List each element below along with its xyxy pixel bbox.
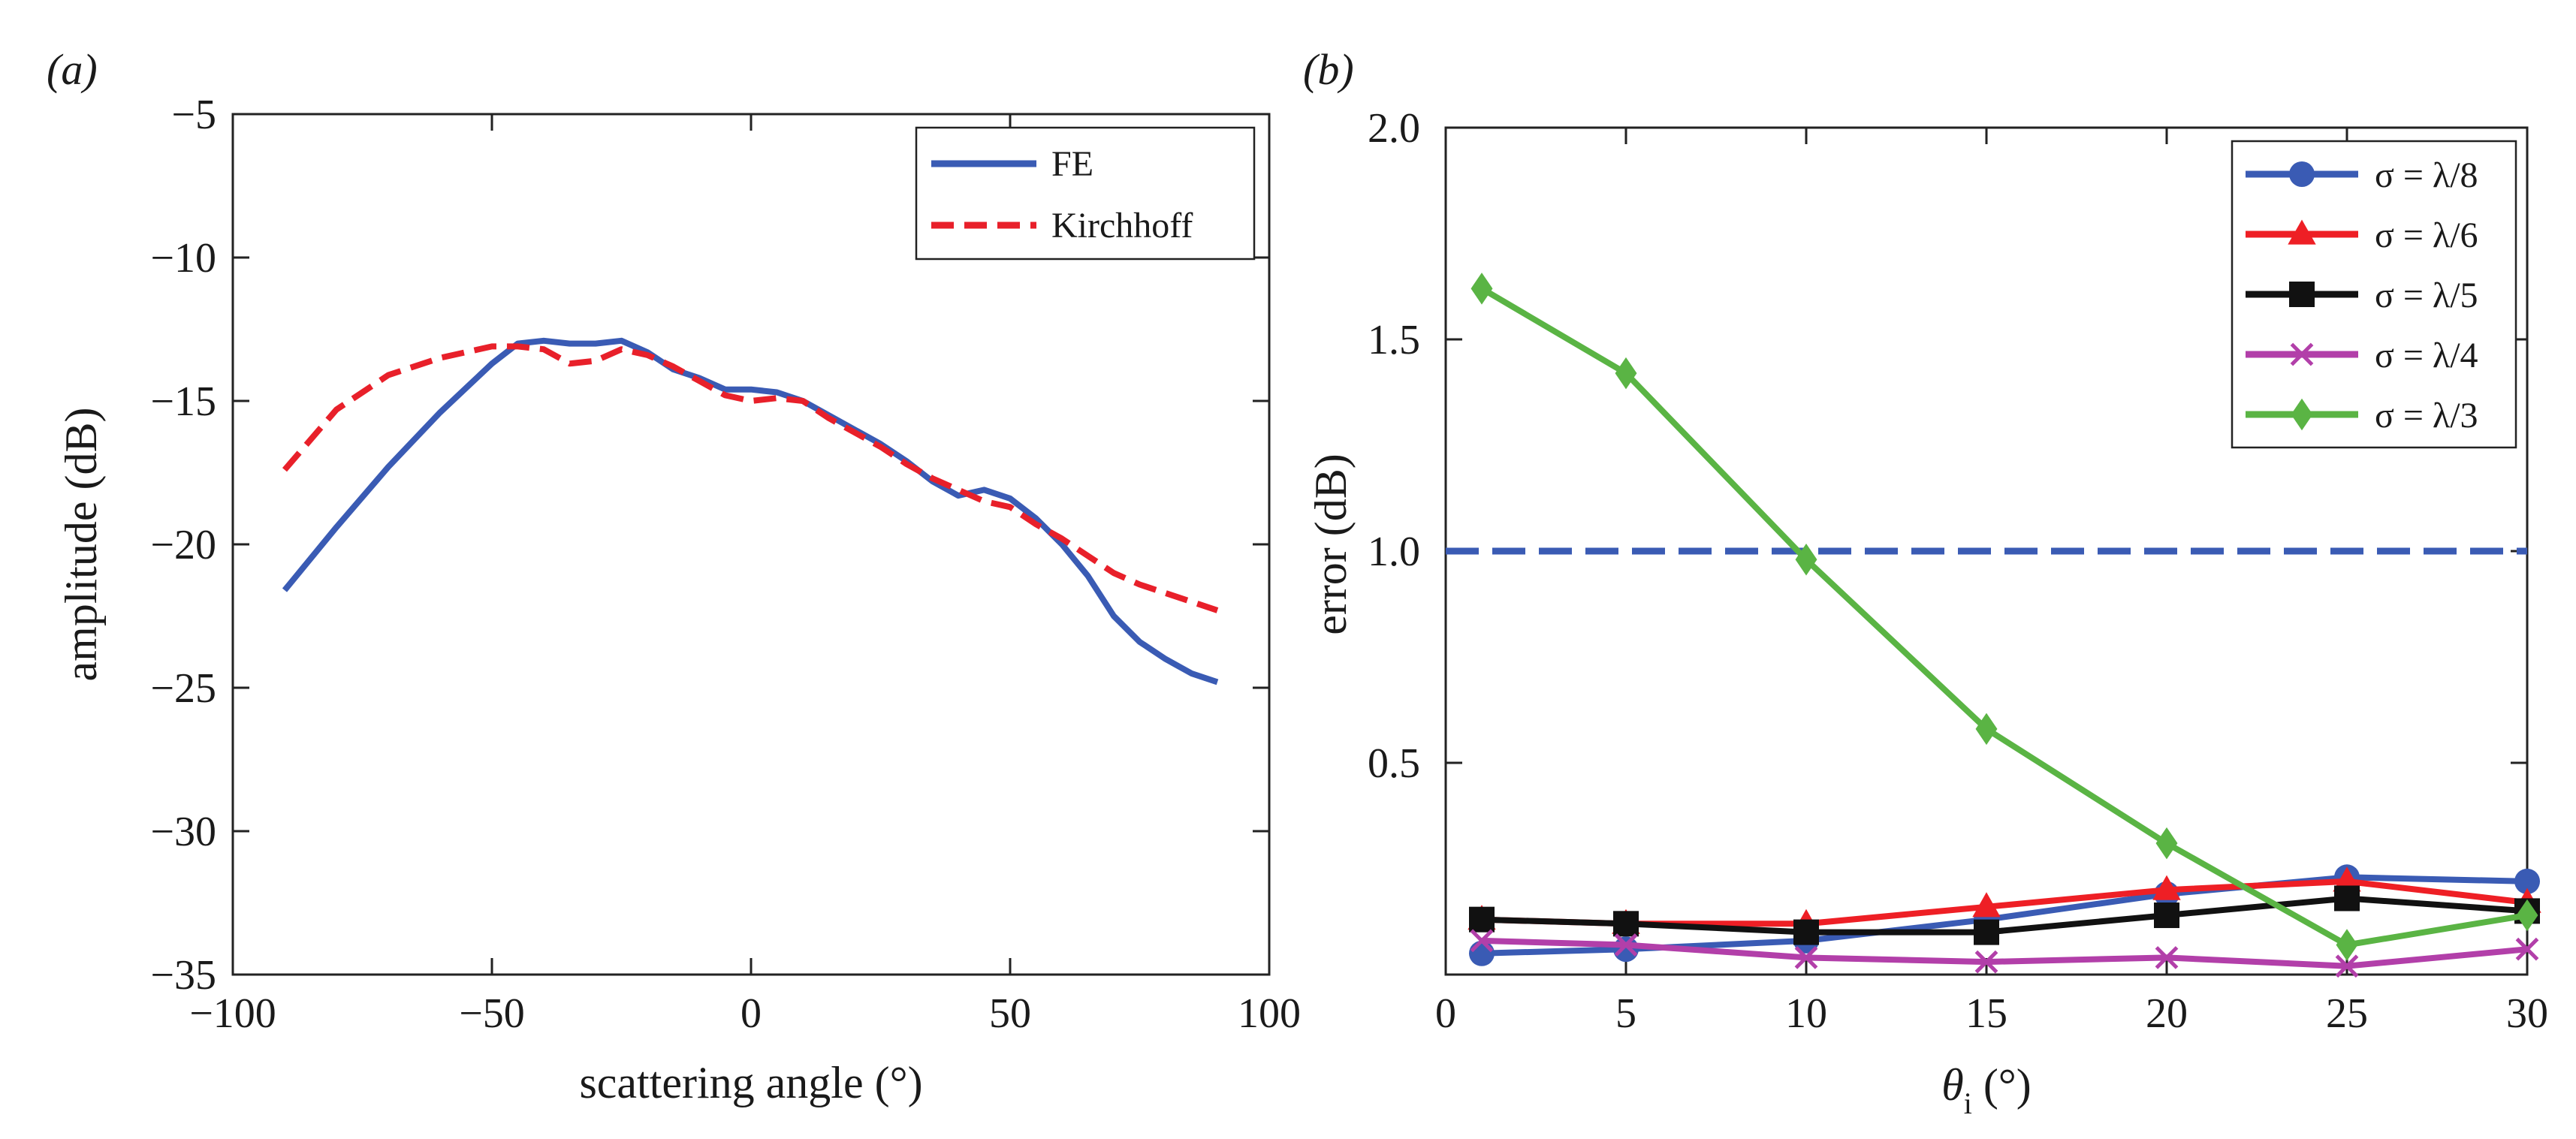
panel-b-xtick-label: 0 [1435,990,1456,1037]
panel-b-ytick-label: 0.5 [1368,740,1420,787]
data-point-sigma-3 [2154,902,2179,929]
panel-a-legend-box [915,126,1256,261]
panel-a-ytick-label: −20 [150,522,216,568]
panel-a-ytick-label: −5 [171,92,216,138]
data-point-sigma-5 [1975,713,1998,746]
data-point-sigma-2 [1972,892,2001,918]
data-point-sigma-4 [1974,950,1998,974]
panel-a-ytick-label: −25 [150,665,216,712]
data-point-sigma-1 [1613,936,1639,963]
legend-label-fe: FE [1051,144,1093,184]
legend-label-sigma-4: σ = λ/4 [2375,336,2478,375]
panel-a-ytick-label: −35 [150,952,216,999]
panel-b-xtick-label: 5 [1615,990,1636,1037]
panel-a-legend: FE Kirchhoff [915,126,1256,261]
legend-marker-sigma-5 [2291,398,2313,431]
data-point-sigma-5 [1795,544,1817,576]
panel-a-ytick-label: −30 [150,809,216,855]
panel-a-ytick-label: −15 [150,378,216,425]
panel-a-xlabel: scattering angle (°) [579,1058,922,1107]
data-point-sigma-4 [1614,933,1638,957]
data-point-sigma-3 [1974,919,1999,945]
panel-b-ylabel: error (dB) [1306,453,1356,635]
data-point-sigma-4 [1794,946,1818,969]
data-point-sigma-3 [2334,885,2360,912]
legend-marker-sigma-2 [2288,219,2316,245]
data-point-sigma-4 [2515,937,2539,961]
legend-marker-sigma-4 [2290,342,2314,366]
legend-label-kirchhoff: Kirchhoff [1051,206,1193,246]
legend-label-sigma-2: σ = λ/6 [2375,215,2478,255]
panel-a-label: (a) [47,45,98,94]
data-point-sigma-5 [2516,899,2538,932]
panel-b-ytick-label: 1.5 [1368,317,1420,363]
data-point-sigma-5 [2155,827,2178,860]
data-point-sigma-3 [1793,919,1819,945]
panel-a-xtick-label: −100 [189,990,276,1037]
data-point-sigma-5 [2336,929,2358,961]
panel-b-xtick-label: 10 [1785,990,1827,1037]
data-point-sigma-5 [1470,273,1493,305]
panel-b: (b) 0 5 10 15 20 25 30 0.5 1.0 1.5 2.0 θi (°) erro… [1303,45,2548,1120]
panel-b-xlabel-symbol: θ [1941,1060,1963,1110]
panel-a-ylabel: amplitude (dB) [56,408,106,682]
panel-b-ytick-label: 2.0 [1368,105,1420,152]
panel-b-xlabel-unit: (°) [1972,1060,2032,1110]
panel-b-xlabel-subscript: i [1964,1086,1972,1120]
panel-b-xtick-label: 15 [1965,990,2007,1037]
data-point-sigma-2 [2333,866,2361,892]
data-point-sigma-1 [2514,868,2540,894]
panel-b-xtick-label: 30 [2506,990,2548,1037]
data-point-sigma-3 [1469,906,1495,933]
legend-marker-sigma-3 [2289,282,2315,307]
data-point-sigma-4 [1470,929,1494,953]
legend-marker-sigma-1 [2289,161,2315,187]
panel-a-xtick-label: 100 [1238,990,1301,1037]
data-point-sigma-3 [1613,911,1639,937]
panel-a: (a) −100 −50 0 50 100 −35 −30 −25 −20 −15 −10 −5 sc… [47,45,1301,1107]
panel-a-xtick-label: −50 [459,990,525,1037]
data-point-sigma-5 [1615,357,1637,390]
legend-label-sigma-1: σ = λ/8 [2375,155,2478,195]
legend-label-sigma-3: σ = λ/5 [2375,276,2478,315]
panel-b-xtick-label: 25 [2326,990,2368,1037]
panel-b-xtick-label: 20 [2146,990,2188,1037]
data-point-sigma-4 [2335,954,2359,978]
panel-b-legend: σ = λ/8 σ = λ/6 σ = λ/5 σ = λ/4 σ = λ/3 [2231,140,2517,449]
data-point-sigma-2 [2152,875,2181,900]
panel-b-label: (b) [1303,45,1354,94]
panel-b-xlabel: θi (°) [1941,1060,2032,1120]
data-point-sigma-1 [1469,940,1495,966]
series-line-kirchhoff [282,343,1219,613]
panel-a-ytick-label: −10 [150,235,216,282]
legend-label-sigma-5: σ = λ/3 [2375,396,2478,435]
panel-a-xtick-label: 50 [989,990,1031,1037]
data-point-sigma-4 [2155,946,2179,969]
panel-b-ytick-label: 1.0 [1368,529,1420,575]
panel-a-xtick-label: 0 [741,990,762,1037]
